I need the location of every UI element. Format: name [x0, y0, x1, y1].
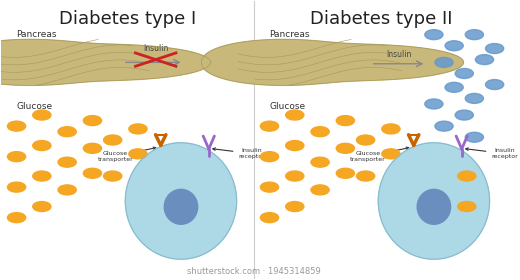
Circle shape	[357, 171, 375, 181]
Text: Pancreas: Pancreas	[269, 30, 310, 39]
Circle shape	[7, 152, 25, 162]
Polygon shape	[0, 39, 211, 85]
Circle shape	[58, 157, 76, 167]
Text: Insulin: Insulin	[386, 50, 411, 59]
Circle shape	[486, 80, 504, 90]
Circle shape	[7, 121, 25, 131]
Ellipse shape	[378, 143, 489, 259]
Circle shape	[261, 182, 279, 192]
Text: Glucose: Glucose	[269, 102, 306, 111]
Ellipse shape	[164, 189, 198, 224]
Circle shape	[285, 141, 304, 151]
Circle shape	[455, 110, 473, 120]
Circle shape	[336, 116, 355, 126]
Circle shape	[445, 82, 463, 92]
Circle shape	[458, 171, 476, 181]
Circle shape	[475, 55, 493, 65]
Circle shape	[58, 127, 76, 137]
Ellipse shape	[125, 143, 237, 259]
Text: Pancreas: Pancreas	[17, 30, 57, 39]
Circle shape	[382, 124, 400, 134]
Circle shape	[83, 168, 101, 178]
Text: Diabetes type I: Diabetes type I	[59, 10, 197, 28]
Circle shape	[311, 185, 329, 195]
Circle shape	[33, 141, 51, 151]
Circle shape	[83, 116, 101, 126]
Circle shape	[336, 143, 355, 153]
Circle shape	[83, 143, 101, 153]
Circle shape	[486, 43, 504, 53]
Circle shape	[465, 132, 484, 142]
Text: Glucose
transporter: Glucose transporter	[350, 147, 409, 162]
Circle shape	[336, 168, 355, 178]
Circle shape	[33, 171, 51, 181]
Circle shape	[7, 213, 25, 223]
Circle shape	[7, 182, 25, 192]
Text: Insulin
receptor: Insulin receptor	[466, 148, 518, 159]
Circle shape	[445, 41, 463, 51]
Circle shape	[33, 202, 51, 211]
Circle shape	[285, 110, 304, 120]
Circle shape	[382, 149, 400, 159]
Circle shape	[261, 213, 279, 223]
Circle shape	[311, 127, 329, 137]
Ellipse shape	[417, 189, 451, 224]
Text: Insulin: Insulin	[143, 44, 168, 53]
Circle shape	[435, 57, 453, 67]
Text: Diabetes type II: Diabetes type II	[309, 10, 452, 28]
Circle shape	[458, 202, 476, 211]
Circle shape	[285, 171, 304, 181]
Circle shape	[103, 171, 122, 181]
Text: Insulin
receptor: Insulin receptor	[213, 148, 265, 159]
Circle shape	[455, 69, 473, 78]
Circle shape	[58, 185, 76, 195]
Circle shape	[465, 94, 484, 103]
Circle shape	[129, 149, 147, 159]
Circle shape	[129, 124, 147, 134]
Circle shape	[285, 202, 304, 211]
Text: Glucose
transporter: Glucose transporter	[97, 147, 156, 162]
Circle shape	[425, 30, 443, 40]
Circle shape	[261, 152, 279, 162]
Circle shape	[311, 157, 329, 167]
Circle shape	[435, 121, 453, 131]
Circle shape	[465, 30, 484, 40]
Text: Glucose: Glucose	[17, 102, 53, 111]
Circle shape	[103, 135, 122, 145]
Circle shape	[357, 135, 375, 145]
Text: shutterstock.com · 1945314859: shutterstock.com · 1945314859	[187, 267, 321, 276]
Circle shape	[261, 121, 279, 131]
Circle shape	[33, 110, 51, 120]
Polygon shape	[201, 39, 463, 85]
Circle shape	[425, 99, 443, 109]
